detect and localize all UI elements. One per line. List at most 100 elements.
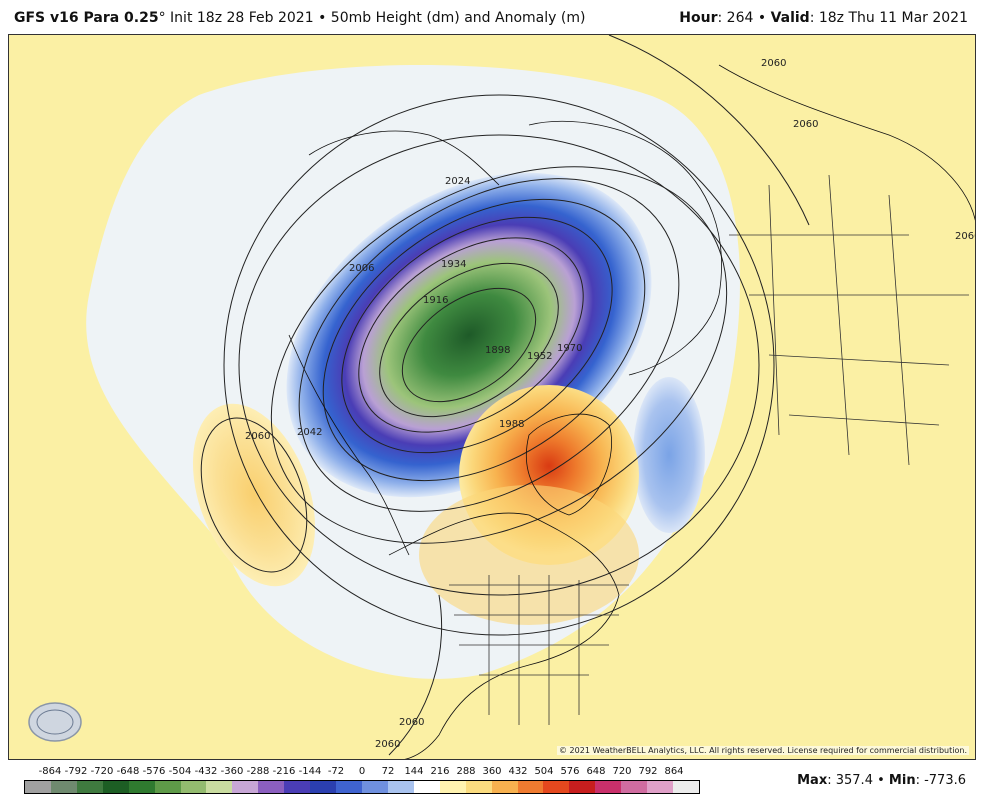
degree-symbol: ° — [158, 10, 166, 26]
map-panel: 2060 2060 2060 2024 2006 1934 1916 1898 … — [8, 34, 976, 760]
scale-swatch — [465, 781, 492, 793]
scale-swatch — [543, 781, 570, 793]
contour-label: 2060 — [375, 739, 400, 750]
scale-label: -504 — [168, 766, 192, 777]
contour-label: 2006 — [349, 263, 374, 274]
scale-label: -144 — [298, 766, 322, 777]
scale-label: 216 — [430, 766, 450, 777]
contour-1988 — [298, 178, 680, 512]
contour-label: 1916 — [423, 295, 448, 306]
contour-labels: 2060 2060 2060 2024 2006 1934 1916 1898 … — [245, 58, 976, 750]
contour-label: 2060 — [761, 58, 786, 69]
legend-footer: -864 -792 -720 -648 -576 -504 -432 -360 … — [0, 760, 984, 808]
country-borders — [729, 234, 969, 426]
scale-swatch — [413, 781, 440, 793]
scale-label: 360 — [482, 766, 502, 777]
state-lines-vertical — [488, 575, 580, 725]
header: GFS v16 Para 0.25° Init 18z 28 Feb 2021 … — [0, 0, 984, 34]
scale-label: -216 — [272, 766, 296, 777]
scale-swatch — [673, 781, 699, 793]
contour-2024 — [238, 134, 760, 596]
scale-swatch — [387, 781, 414, 793]
max-min-readout: Max: 357.4 • Min: -773.6 — [797, 773, 966, 788]
contour-label: 2060 — [955, 231, 976, 242]
contour-label: 2024 — [445, 176, 470, 187]
contour-label: 2042 — [297, 427, 322, 438]
hour-label: Hour — [679, 10, 718, 26]
scale-swatch — [491, 781, 518, 793]
min-value: : -773.6 — [915, 773, 966, 788]
contour-label: 1952 — [527, 351, 552, 362]
scale-label: -432 — [194, 766, 218, 777]
positive-anomaly-canada — [419, 485, 639, 625]
contour-label: 1934 — [441, 259, 466, 270]
scale-swatch — [128, 781, 155, 793]
scale-label: 504 — [534, 766, 554, 777]
scale-label: -864 — [38, 766, 62, 777]
contour-1970 — [322, 198, 646, 482]
scale-label: 432 — [508, 766, 528, 777]
contour-2060-east — [608, 35, 810, 226]
contour-2060-south — [388, 594, 442, 756]
scale-swatch — [102, 781, 129, 793]
max-value: : 357.4 — [827, 773, 873, 788]
scale-swatch — [154, 781, 181, 793]
contour-1898 — [401, 287, 537, 403]
siberia-coast — [308, 130, 500, 186]
scale-swatch — [439, 781, 466, 793]
scale-swatch — [76, 781, 103, 793]
scale-label: 0 — [358, 766, 366, 777]
scale-swatch — [647, 781, 674, 793]
scale-label: 72 — [381, 766, 395, 777]
copyright-notice: © 2021 WeatherBELL Analytics, LLC. All r… — [557, 746, 969, 755]
scale-swatch — [25, 781, 51, 793]
eurasia-coast-east — [718, 64, 975, 222]
min-label: Min — [888, 773, 916, 788]
product-name: 50mb Height (dm) and Anomaly (m) — [330, 10, 586, 26]
contour-label: 1970 — [557, 343, 582, 354]
scale-label: 144 — [404, 766, 424, 777]
contour-1952 — [341, 216, 613, 454]
max-label: Max — [797, 773, 828, 788]
scale-swatch — [232, 781, 259, 793]
maxmin-separator: • — [877, 773, 885, 788]
contour-label: 2060 — [793, 119, 818, 130]
contour-label: 2060 — [245, 431, 270, 442]
scale-label: -648 — [116, 766, 140, 777]
scale-label: -720 — [90, 766, 114, 777]
state-lines — [449, 584, 629, 676]
blue-anomaly-lobe — [633, 377, 705, 533]
scale-swatch — [180, 781, 207, 793]
valid-value: : 18z Thu 11 Mar 2021 — [809, 10, 968, 26]
alaska-coast — [288, 334, 410, 556]
scale-label: -360 — [220, 766, 244, 777]
height-contours — [200, 35, 810, 756]
scale-swatch — [206, 781, 233, 793]
valid-separator: • — [757, 10, 767, 26]
contour-1916 — [379, 262, 559, 418]
hour-value: : 264 — [717, 10, 754, 26]
greenland-coast — [526, 413, 612, 516]
scale-labels: -864 -792 -720 -648 -576 -504 -432 -360 … — [24, 766, 700, 780]
title-separator: • — [318, 10, 327, 26]
country-borders-vertical — [768, 174, 910, 466]
north-america-coast — [388, 512, 620, 759]
scale-swatch — [361, 781, 388, 793]
scale-label: 720 — [612, 766, 632, 777]
scale-swatch — [284, 781, 311, 793]
scale-swatch — [517, 781, 544, 793]
scale-label: 576 — [560, 766, 580, 777]
coastlines — [288, 64, 975, 759]
valid-time: Hour: 264 • Valid: 18z Thu 11 Mar 2021 — [679, 10, 968, 26]
contour-2042 — [223, 94, 775, 636]
scale-swatch — [258, 781, 285, 793]
contour-label: 2060 — [399, 717, 424, 728]
valid-label: Valid — [770, 10, 810, 26]
init-time: Init 18z 28 Feb 2021 — [170, 10, 314, 26]
contour-label: 1898 — [485, 345, 510, 356]
scale-swatch — [50, 781, 77, 793]
weatherbell-logo — [27, 701, 83, 743]
scale-label: 288 — [456, 766, 476, 777]
map-title: GFS v16 Para 0.25° Init 18z 28 Feb 2021 … — [14, 10, 585, 26]
anomaly-map: 2060 2060 2060 2024 2006 1934 1916 1898 … — [9, 35, 976, 759]
